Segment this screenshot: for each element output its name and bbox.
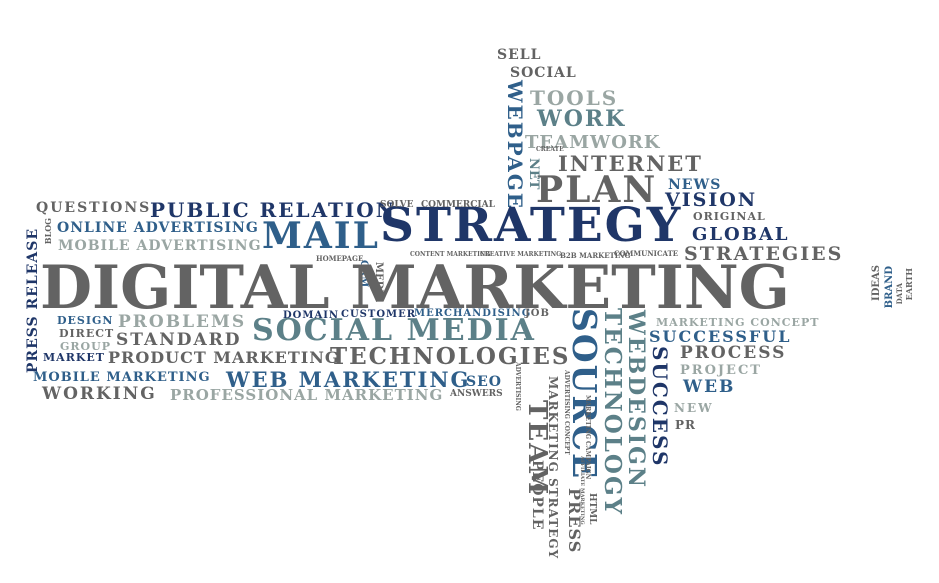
word-vision: VISION [665,189,758,211]
word-strategies: STRATEGIES [684,243,844,265]
word-merchandising: MERCHANDISING [414,308,532,319]
word-marketing-campaign: MARKETING CAMPAIGN [584,395,591,480]
word-b2b-marketing: B2B MARKETING [560,251,631,260]
word-marketing-strategy: MARKETING STRATEGY [546,376,560,560]
word-success: SUCCESS [648,346,672,468]
word-process: PROCESS [680,343,787,363]
word-online-advertising: ONLINE ADVERTISING [57,220,259,236]
word-teamwork: TEAMWORK [525,132,661,153]
word-standard: STANDARD [116,330,242,350]
word-mail: MAIL [262,215,380,257]
word-pr: PR [675,418,696,432]
word-advertising-concept: ADVERTISING CONCEPT [563,370,570,455]
word-homepage: HOMEPAGE [316,254,364,263]
word-webpage: WEBPAGE [503,80,527,211]
word-blog: BLOG [43,218,53,245]
word-professional-marketing: PROFESSIONAL MARKETING [170,386,444,404]
word-market: MARKET [43,351,105,364]
word-social-media: SOCIAL MEDIA [252,313,536,348]
word-communicate: COMMUNICATE [614,249,679,258]
word-global: GLOBAL [692,224,790,245]
word-web-marketing: WEB MARKETING [226,367,471,392]
word-source: SOURCE [565,308,604,481]
word-original: ORIGINAL [693,210,766,223]
word-public-relation: PUBLIC RELATION [150,198,396,222]
word-answers: ANSWERS [450,389,503,399]
word-create: CREATE [536,146,564,153]
word-design: DESIGN [57,314,114,327]
word-brand: BRAND [884,266,895,309]
word-customer: CUSTOMER [341,309,417,320]
word-mobile-advertising: MOBILE ADVERTISING [58,238,262,254]
word-crm: CRM [358,260,369,288]
word-strategy: STRATEGY [380,198,683,253]
word-earth: EARTH [904,268,914,301]
word-content-marketing: CONTENT MARKETING [410,251,491,258]
word-domain: DOMAIN [283,310,340,321]
word-internet: INTERNET [558,151,703,176]
word-news: NEWS [668,177,722,193]
word-working: WORKING [42,384,157,404]
word-technology: TECHNOLOGY [599,308,626,517]
word-creative-marketing: CREATIVE MARKETING [480,251,562,258]
word-solve: SOLVE [380,200,414,210]
word-mobile-marketing: MOBILE MARKETING [33,370,211,385]
word-digital-marketing: DIGITAL MARKETING [40,253,790,323]
word-marketing-concept: MARKETING CONCEPT [656,316,820,329]
word-sell: SELL [497,47,542,63]
word-web: WEB [683,377,736,397]
word-plan: PLAN [536,169,658,211]
word-commercial: COMMERCIAL [421,200,495,210]
word-data: DATA [895,283,904,305]
word-social: SOCIAL [510,65,577,81]
word-seo: SEO [466,374,502,390]
word-direct: DIRECT [59,327,115,340]
word-problems: PROBLEMS [118,312,247,332]
word-affiliate-marketing: AFFILIATE MARKETING [579,456,585,525]
word-webdesign: WEBDESIGN [623,310,649,489]
word-net: NET [526,158,541,190]
word-work: WORK [537,106,627,132]
word-advertising: ADVERTISING [514,362,521,411]
word-questions: QUESTIONS [36,200,152,216]
word-technologies: TECHNOLOGIES [330,343,571,370]
word-press-release: PRESS RELEASE [25,228,41,374]
word-successful: SUCCESSFUL [649,327,792,346]
word-ideas: IDEAS [871,265,882,301]
word-project: PROJECT [680,363,762,378]
word-press: PRESS [565,488,584,554]
word-html: HTML [587,493,597,525]
word-new: NEW [674,401,714,415]
word-product-marketing: PRODUCT MARKETING [108,348,340,367]
word-media: MEDIA [373,262,384,302]
word-job: JOB [525,308,550,319]
word-group: GROUP [60,340,111,353]
word-people: PEOPLE [529,460,545,531]
word-tools: TOOLS [530,86,619,110]
word-team: TEAM [522,400,552,497]
